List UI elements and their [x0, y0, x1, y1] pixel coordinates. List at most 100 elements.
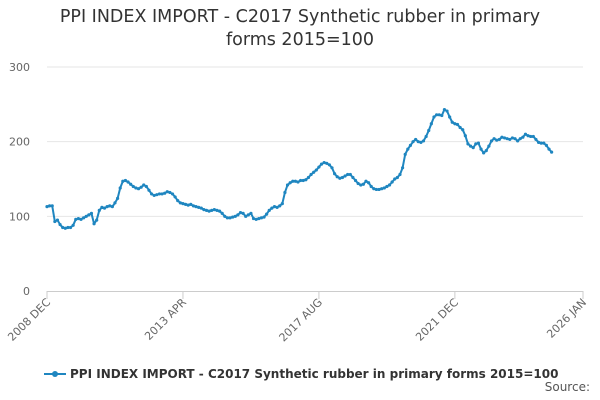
data-point: [353, 178, 358, 183]
data-point: [257, 216, 261, 221]
data-point: [147, 188, 151, 192]
data-point: [487, 144, 491, 148]
chart-title-line-1: PPI INDEX IMPORT - C2017 Synthetic rubbe…: [59, 7, 541, 27]
data-point: [536, 140, 541, 145]
data-point: [429, 122, 433, 126]
data-point: [74, 217, 78, 221]
x-axis-tick-labels: 2008 DEC 2013 APR 2017 AUG 2021 DEC 2026 JAN: [5, 296, 589, 345]
data-point: [325, 161, 329, 165]
data-point: [131, 184, 135, 189]
data-point: [502, 136, 507, 140]
data-point: [432, 115, 436, 119]
data-point: [500, 135, 504, 139]
legend[interactable]: PPI INDEX IMPORT - C2017 Synthetic rubbe…: [44, 366, 558, 382]
data-point: [215, 208, 219, 212]
data-point: [450, 120, 454, 124]
data-point: [63, 226, 67, 230]
data-point: [489, 139, 494, 143]
data-point: [434, 113, 439, 117]
data-point: [416, 140, 420, 144]
data-point: [419, 140, 423, 145]
data-point: [189, 202, 193, 206]
data-point: [275, 205, 279, 209]
data-point: [251, 216, 256, 221]
data-point: [163, 191, 167, 195]
x-tick-label-1: 2013 APR: [142, 296, 189, 343]
x-tick-label-4: 2026 JAN: [544, 296, 589, 341]
data-point: [327, 163, 331, 167]
data-point: [225, 216, 230, 220]
data-point: [79, 217, 83, 221]
data-point: [155, 193, 159, 197]
data-point: [48, 204, 52, 208]
data-point: [238, 211, 243, 215]
data-point: [293, 179, 297, 183]
data-point: [121, 179, 125, 183]
data-point: [395, 175, 399, 180]
data-point: [466, 142, 470, 146]
data-point: [241, 211, 245, 215]
y-tick-label-0: 0: [23, 285, 30, 298]
legend-item-label[interactable]: PPI INDEX IMPORT - C2017 Synthetic rubbe…: [70, 367, 559, 381]
data-point: [492, 137, 496, 141]
data-point: [170, 192, 175, 196]
data-point: [518, 137, 522, 141]
data-point: [288, 181, 292, 185]
data-point: [390, 180, 394, 184]
chart-title-line-2: forms 2015=100: [225, 30, 375, 50]
data-point: [458, 125, 462, 130]
data-point: [529, 134, 533, 139]
data-point: [319, 162, 324, 166]
data-point: [45, 205, 49, 209]
data-point: [479, 147, 483, 151]
data-point: [84, 214, 88, 218]
data-point: [403, 152, 407, 156]
data-point: [126, 180, 130, 184]
data-point: [335, 175, 339, 179]
data-point: [82, 216, 86, 220]
y-tick-label-100: 100: [9, 210, 30, 223]
data-point: [272, 205, 277, 209]
data-point: [301, 178, 305, 183]
data-point: [123, 178, 128, 183]
x-tick-label-0: 2008 DEC: [5, 296, 53, 344]
legend-marker-icon: [44, 369, 66, 379]
data-point: [262, 215, 266, 219]
data-point: [212, 208, 216, 212]
data-point: [118, 186, 122, 190]
data-point: [304, 178, 308, 182]
data-point: [246, 213, 250, 217]
data-point: [236, 213, 240, 217]
data-point: [437, 113, 441, 117]
data-point: [333, 172, 337, 176]
data-point: [217, 209, 222, 213]
data-point: [374, 187, 379, 192]
data-point: [108, 204, 112, 208]
data-point: [228, 216, 232, 220]
data-point: [202, 208, 206, 212]
data-point: [348, 172, 352, 177]
data-point: [89, 211, 94, 215]
series-0[interactable]: [45, 107, 554, 230]
data-point: [283, 190, 287, 195]
data-point: [53, 219, 57, 224]
axes: [46, 291, 584, 299]
data-point: [468, 144, 473, 148]
data-point: [453, 122, 457, 126]
data-point: [186, 203, 190, 207]
series-line[interactable]: [46, 108, 553, 230]
data-point: [330, 166, 334, 170]
data-point: [411, 140, 415, 144]
data-point: [340, 175, 345, 180]
data-point: [440, 113, 444, 118]
data-point: [168, 190, 172, 195]
data-point: [173, 195, 177, 199]
data-point: [197, 205, 201, 209]
credits[interactable]: Source:: [544, 380, 590, 394]
data-point: [66, 225, 70, 230]
data-point: [351, 175, 355, 180]
data-point: [152, 193, 156, 198]
data-point: [178, 201, 182, 205]
data-point: [129, 182, 133, 186]
